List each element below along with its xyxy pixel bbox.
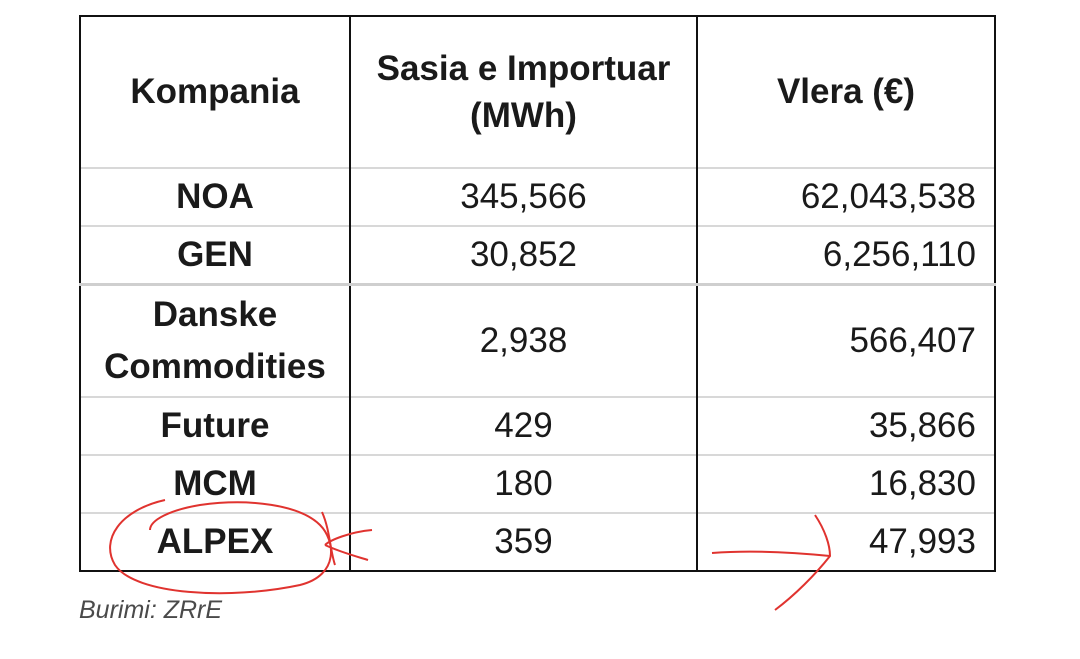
- value-cell: 6,256,110: [696, 225, 996, 285]
- header-cell: Vlera (€): [696, 16, 996, 168]
- table-row: Danske Commodities 2,938 566,407: [79, 283, 996, 397]
- company-cell: Future: [79, 396, 351, 455]
- data-table: Kompania Sasia e Importuar (MWh) Vlera (…: [79, 15, 996, 572]
- table-row: ALPEX 359 47,993: [79, 512, 996, 571]
- table-row: MCM 180 16,830: [79, 454, 996, 513]
- caption: Burimi: ZRrE: [79, 596, 223, 624]
- value-cell: 429: [349, 396, 698, 455]
- table-row: NOA 345,566 62,043,538: [79, 167, 996, 226]
- value-cell: 16,830: [696, 454, 996, 513]
- value-cell: 345,566: [349, 167, 698, 226]
- value-cell: 62,043,538: [696, 167, 996, 226]
- company-cell: NOA: [79, 167, 351, 226]
- company-cell: GEN: [79, 225, 351, 285]
- table-row: Future 429 35,866: [79, 396, 996, 455]
- header-row: Kompania Sasia e Importuar (MWh) Vlera (…: [79, 16, 996, 168]
- header-cell: Sasia e Importuar (MWh): [349, 16, 698, 168]
- value-cell: 47,993: [696, 512, 996, 571]
- value-cell: 30,852: [349, 225, 698, 285]
- table-body: NOA 345,566 62,043,538 GEN 30,852 6,256,110 Da…: [79, 167, 996, 571]
- value-cell: 35,866: [696, 396, 996, 455]
- company-cell: MCM: [79, 454, 351, 513]
- company-cell: Danske Commodities: [79, 283, 351, 397]
- value-cell: 566,407: [696, 283, 996, 397]
- header-cell: Kompania: [79, 16, 351, 168]
- value-cell: 180: [349, 454, 698, 513]
- company-cell: ALPEX: [79, 512, 351, 571]
- value-cell: 359: [349, 512, 698, 571]
- table-row: GEN 30,852 6,256,110: [79, 225, 996, 285]
- value-cell: 2,938: [349, 283, 698, 397]
